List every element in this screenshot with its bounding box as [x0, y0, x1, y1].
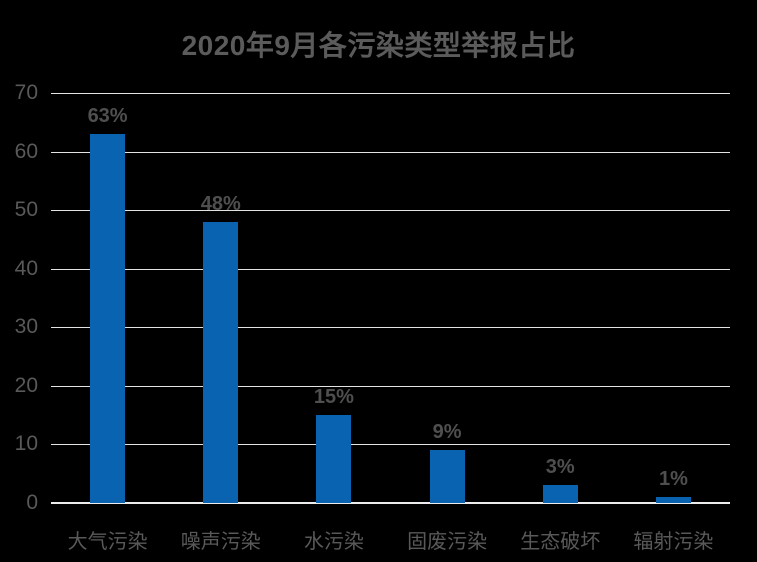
y-tick-label: 30 [14, 315, 38, 339]
y-tick-label: 60 [14, 139, 38, 163]
data-label: 1% [658, 468, 688, 491]
bar-辐射污染 [655, 497, 691, 503]
gridline [51, 327, 730, 329]
gridline [51, 268, 730, 270]
bar-噪声污染 [203, 221, 239, 503]
bar-固废污染 [429, 450, 465, 503]
y-tick-label: 10 [14, 432, 38, 456]
plot-area: 0 10 20 30 40 50 60 70 63% 48% 15% 9% 3% 1% 大气污染 噪声污染… [15, 81, 730, 553]
gridline [51, 151, 730, 153]
x-tick-label: 固废污染 [407, 531, 488, 553]
y-tick-label: 70 [14, 81, 38, 104]
gridline [51, 444, 730, 446]
x-tick-label: 水污染 [303, 531, 364, 553]
data-label: 3% [545, 456, 575, 479]
x-tick-label: 辐射污染 [633, 531, 714, 553]
chart-title: 2020年9月各污染类型举报占比 [181, 30, 576, 61]
x-axis-line [51, 502, 730, 504]
bar-水污染 [316, 415, 352, 503]
y-tick-label: 50 [14, 198, 38, 222]
x-tick-label: 生态破坏 [520, 531, 601, 553]
y-tick-label: 20 [14, 373, 38, 397]
bar-大气污染 [90, 134, 126, 503]
data-label: 9% [432, 421, 462, 444]
x-tick-label: 噪声污染 [180, 531, 261, 553]
y-tick-label: 40 [14, 256, 38, 280]
x-tick-label: 大气污染 [67, 531, 148, 553]
data-label: 63% [87, 105, 128, 127]
y-tick-label: 0 [26, 491, 38, 514]
gridline [51, 210, 730, 212]
bar-生态破坏 [542, 485, 578, 503]
data-label: 15% [313, 386, 354, 409]
gridline [51, 385, 730, 387]
gridline [51, 93, 730, 94]
data-label: 48% [200, 192, 241, 215]
